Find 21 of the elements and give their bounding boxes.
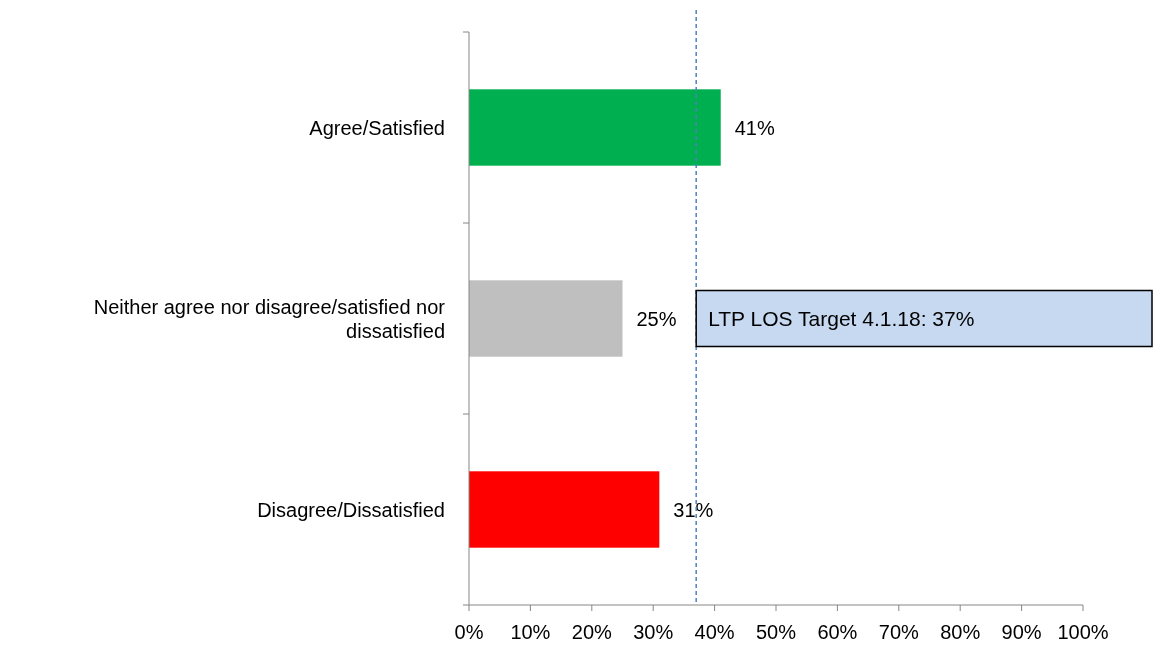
x-tick-label: 60% bbox=[817, 621, 858, 643]
data-label: 41% bbox=[734, 116, 775, 139]
x-tick-label: 50% bbox=[755, 621, 797, 643]
x-tick-label: 20% bbox=[571, 621, 613, 643]
x-tick-label: 10% bbox=[510, 621, 551, 643]
bar bbox=[469, 471, 660, 548]
data-label: 25% bbox=[636, 307, 677, 330]
x-tick-label: 80% bbox=[940, 621, 981, 643]
y-tick-label: Agree/Satisfied bbox=[309, 116, 445, 139]
x-tick-label: 40% bbox=[694, 621, 735, 643]
bar bbox=[469, 89, 721, 166]
x-tick-label: 70% bbox=[878, 621, 920, 643]
bar bbox=[469, 280, 623, 357]
ref-line-label: LTP LOS Target 4.1.18: 37% bbox=[708, 306, 975, 330]
x-tick-label: 90% bbox=[1001, 621, 1042, 643]
y-tick-label: Neither agree nor disagree/satisfied nor dissatisfied bbox=[93, 295, 446, 342]
x-tick-label: 100% bbox=[1057, 621, 1109, 643]
x-tick-label: 30% bbox=[633, 621, 674, 643]
x-tick-label: 0% bbox=[454, 621, 484, 643]
data-label: 31% bbox=[673, 498, 714, 521]
y-tick-label: Disagree/Dissatisfied bbox=[257, 498, 445, 521]
